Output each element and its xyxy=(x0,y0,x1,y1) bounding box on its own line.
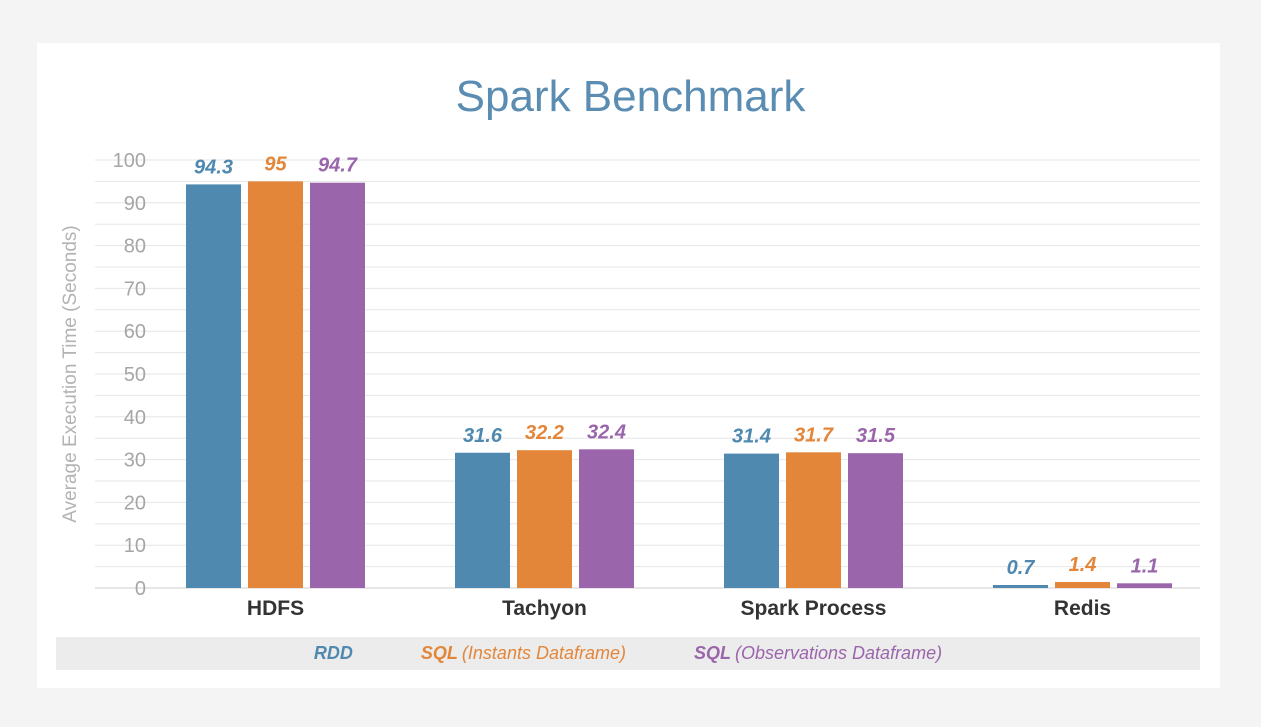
data-label: 1.4 xyxy=(1069,554,1097,576)
bar xyxy=(517,450,572,588)
legend-sql-instants-desc: (Instants Dataframe) xyxy=(461,643,626,663)
bar xyxy=(848,453,903,588)
y-tick-label: 90 xyxy=(124,193,146,215)
legend-item-rdd: RDD xyxy=(314,643,353,664)
y-tick-label: 50 xyxy=(124,364,146,386)
bars-group: 94.3 95 94.7 31.6 32.2 32.4 31.4 31.7 31.5 0.7 1.4… xyxy=(186,153,1172,588)
y-axis-ticks: 0 10 20 30 40 50 60 70 80 90 100 xyxy=(113,150,146,600)
bar xyxy=(724,453,779,588)
y-tick-label: 10 xyxy=(124,535,146,557)
data-label: 31.7 xyxy=(794,424,834,446)
y-tick-label: 80 xyxy=(124,236,146,258)
y-axis-label: Average Execution Time (Seconds) xyxy=(60,225,81,522)
y-tick-label: 60 xyxy=(124,321,146,343)
bar xyxy=(1117,583,1172,588)
data-label: 94.7 xyxy=(318,155,358,177)
bar xyxy=(248,181,303,588)
y-tick-label: 30 xyxy=(124,450,146,472)
legend-sql-observations-label: SQL xyxy=(693,643,731,663)
x-tick-label: HDFS xyxy=(247,597,304,620)
x-tick-label: Spark Process xyxy=(741,597,887,620)
legend-sql-observations-desc: (Observations Dataframe) xyxy=(735,643,943,663)
bar xyxy=(1055,582,1110,588)
bar xyxy=(310,182,365,588)
data-label: 31.5 xyxy=(856,425,896,447)
data-label: 95 xyxy=(264,153,287,175)
x-axis-labels: HDFS Tachyon Spark Process Redis xyxy=(247,597,1111,620)
data-label: 31.6 xyxy=(463,425,503,447)
legend-item-sql-observations: SQL (Observations Dataframe) xyxy=(694,643,942,664)
legend-item-sql-instants: SQL (Instants Dataframe) xyxy=(421,643,626,664)
x-tick-label: Tachyon xyxy=(502,597,587,620)
data-label: 32.4 xyxy=(587,421,626,443)
data-label: 1.1 xyxy=(1131,555,1159,577)
legend-sql-instants-label: SQL xyxy=(420,643,458,663)
legend-rdd-label: RDD xyxy=(313,643,353,663)
data-label: 94.3 xyxy=(194,156,233,178)
x-tick-label: Redis xyxy=(1054,597,1111,620)
y-tick-label: 70 xyxy=(124,278,146,300)
bar xyxy=(455,452,510,588)
y-tick-label: 20 xyxy=(124,492,146,514)
data-label: 0.7 xyxy=(1007,557,1036,579)
legend: RDD SQL (Instants Dataframe) SQL (Observ… xyxy=(56,637,1200,670)
chart-title: Spark Benchmark xyxy=(455,72,806,121)
y-tick-label: 40 xyxy=(124,407,146,429)
data-label: 32.2 xyxy=(525,422,564,444)
bar xyxy=(579,449,634,588)
bar xyxy=(786,452,841,588)
bar xyxy=(993,585,1048,588)
data-label: 31.4 xyxy=(732,426,771,448)
bar xyxy=(186,184,241,588)
y-tick-label: 0 xyxy=(135,578,146,600)
y-tick-label: 100 xyxy=(113,150,146,172)
